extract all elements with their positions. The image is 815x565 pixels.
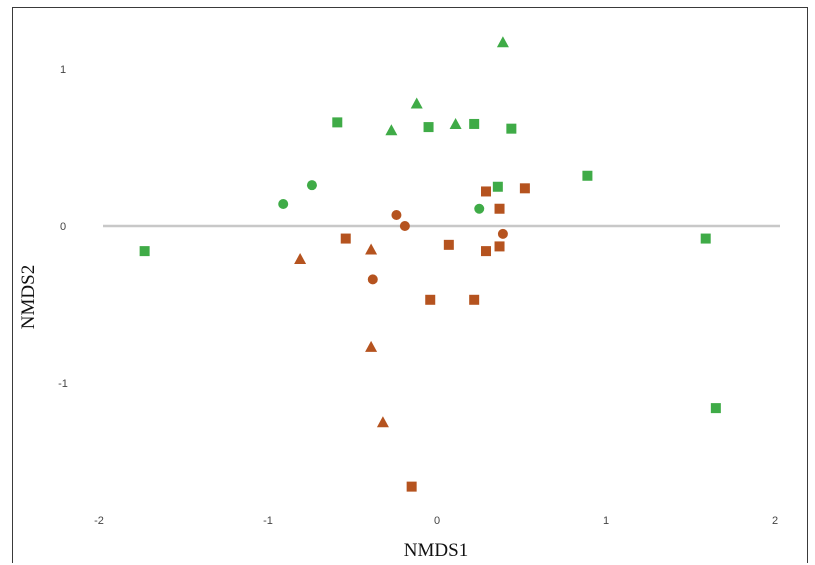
green-square-point [710, 403, 721, 414]
y-tick-label: -1 [58, 378, 68, 390]
green-triangle-point [410, 97, 423, 109]
green-triangle-point [496, 36, 509, 48]
orange-square-point [425, 294, 436, 305]
orange-square-point [340, 233, 351, 244]
x-tick-label: 0 [434, 515, 440, 527]
orange-square-point [406, 481, 417, 492]
green-square-point [332, 117, 343, 128]
green-triangle-point [385, 124, 398, 136]
x-tick-label: -2 [94, 515, 104, 527]
orange-triangle-point [294, 252, 307, 264]
y-axis-title: NMDS2 [18, 265, 39, 329]
green-square-point [700, 233, 711, 244]
x-tick-label: -1 [263, 515, 273, 527]
green-square-point [506, 123, 517, 134]
green-circle-point [278, 199, 289, 210]
green-triangle-point [449, 117, 462, 129]
green-square-point [492, 181, 503, 192]
green-circle-point [474, 203, 485, 214]
green-square-point [423, 122, 434, 133]
orange-circle-point [391, 210, 402, 221]
data-points [139, 36, 721, 492]
green-square-point [139, 246, 150, 257]
y-tick-label: 0 [60, 221, 66, 233]
orange-circle-point [367, 274, 378, 285]
orange-square-point [481, 246, 492, 257]
orange-square-point [443, 239, 454, 250]
orange-triangle-point [376, 416, 389, 428]
orange-square-point [481, 186, 492, 197]
orange-circle-point [497, 228, 508, 239]
orange-triangle-point [365, 340, 378, 352]
plot-frame [12, 7, 808, 563]
orange-triangle-point [365, 243, 378, 255]
x-tick-label: 2 [772, 515, 778, 527]
orange-square-point [469, 294, 480, 305]
orange-square-point [519, 183, 530, 194]
x-axis-title: NMDS1 [404, 540, 468, 561]
green-square-point [582, 170, 593, 181]
orange-square-point [494, 203, 505, 214]
y-tick-label: 1 [60, 64, 66, 76]
green-square-point [469, 118, 480, 129]
y-tick-labels: 1 0 -1 [58, 64, 68, 390]
x-tick-label: 1 [603, 515, 609, 527]
green-circle-point [306, 180, 317, 191]
x-tick-labels: -2 -1 0 1 2 [94, 515, 778, 527]
orange-square-point [494, 241, 505, 252]
orange-circle-point [399, 221, 410, 231]
